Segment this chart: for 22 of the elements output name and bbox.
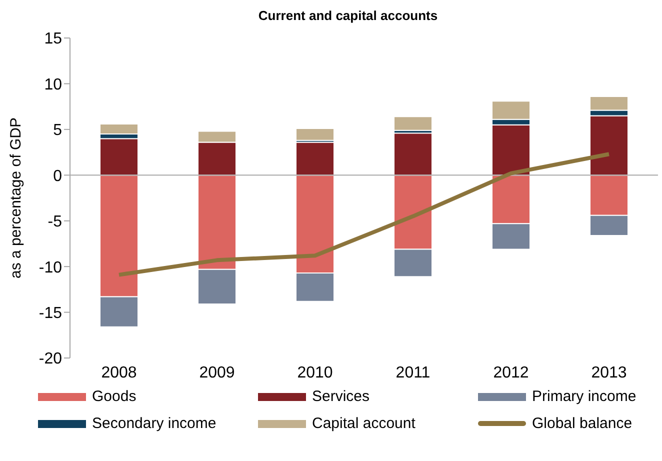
y-tick-label: -20 <box>38 350 62 368</box>
y-tick-label: -5 <box>48 214 62 231</box>
x-tick-label: 2008 <box>101 364 137 382</box>
y-tick-label: 10 <box>44 76 62 94</box>
y-tick-label: -15 <box>38 304 62 322</box>
legend-label: Goods <box>92 388 136 405</box>
x-tick-label: 2011 <box>396 364 430 382</box>
chart-title: Current and capital accounts <box>257 8 439 25</box>
y-tick-label: 5 <box>53 122 62 140</box>
y-tick-label: 0 <box>53 168 62 185</box>
y-tick-label: -10 <box>38 259 62 276</box>
x-tick-label: 2009 <box>199 364 235 382</box>
legend-label: Services <box>312 388 370 405</box>
x-tick-label: 2013 <box>591 364 627 382</box>
legend-label: Capital account <box>312 415 416 432</box>
y-tick-label: 15 <box>44 30 62 48</box>
legend-label: Global balance <box>532 415 632 432</box>
legend-label: Primary income <box>532 388 636 405</box>
x-tick-label: 2010 <box>297 364 333 382</box>
x-tick-label: 2012 <box>493 364 529 382</box>
legend-label: Secondary income <box>92 415 216 432</box>
y-axis-title: as a percentage of GDP <box>7 118 24 278</box>
